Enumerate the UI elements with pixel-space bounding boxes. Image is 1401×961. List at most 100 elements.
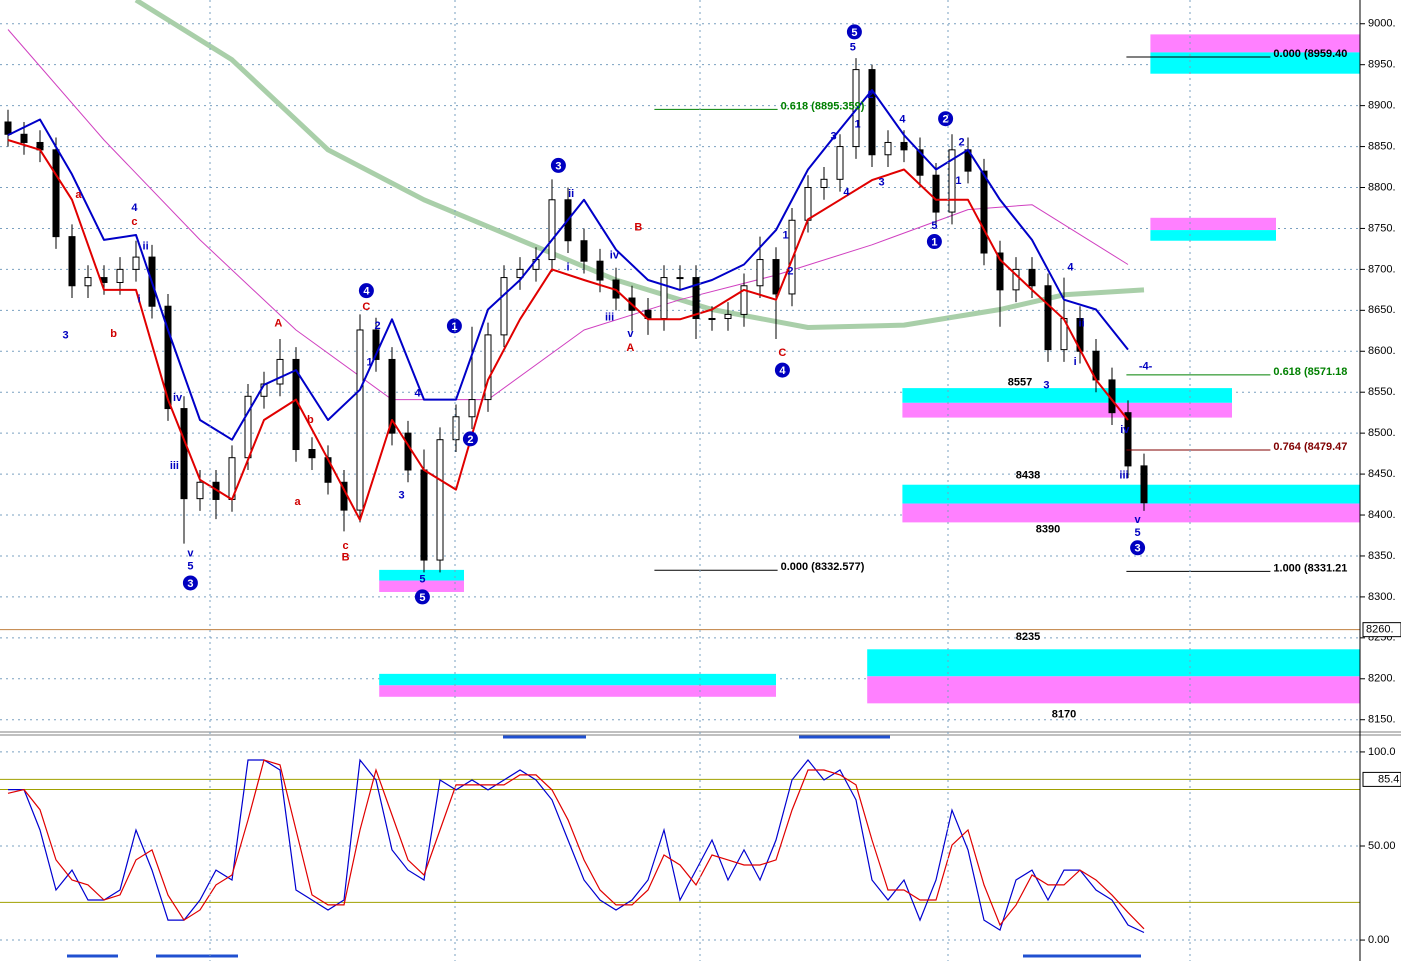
wave-label: 4 [1067,262,1074,274]
wave-label: 3 [831,131,837,143]
candle-body [900,141,908,151]
wave-label: 2 [467,434,473,446]
marker-label: 85.4 [1378,773,1399,785]
wave-label: 4 [779,365,786,377]
candle-body [676,277,684,280]
target-zone [379,685,776,697]
wave-label: a [295,496,302,508]
wave-label: 1 [955,175,961,187]
y-tick-label: 8900. [1368,100,1396,112]
candle-body [52,149,60,238]
wave-label: 1 [931,236,937,248]
wave-label: C [778,347,786,359]
candle-body [1044,285,1052,351]
marker-box [1362,771,1401,787]
indicator-line [7,139,1129,521]
target-zone [867,649,1360,677]
y-tick-label: 8950. [1368,59,1396,71]
wave-label: iii [605,312,614,324]
wave-label: 1 [783,230,789,242]
wave-label: A [626,342,634,354]
wave-label: i [566,262,569,274]
wave-label: iii [170,460,179,472]
candle-body [276,358,284,385]
candle-body [980,170,988,254]
wave-label: A [274,317,282,329]
fib-label: 0.000 (8332.577) [781,561,865,573]
wave-label: 3 [399,489,405,501]
wave-label: 8235 [1016,631,1040,643]
candle-body [708,318,716,321]
y-tick-label: 8450. [1368,468,1396,480]
wave-label: ii [568,188,574,200]
wave-label: B [634,222,642,234]
candle-body [884,141,892,156]
candle-body [772,259,780,295]
candle-body [84,277,92,287]
target-zone [902,484,1360,504]
wave-marker [462,431,478,447]
candle-body [164,305,172,410]
candle-body [804,187,812,221]
candle-body [484,334,492,401]
candle-body [68,236,76,287]
wave-label: i [138,294,141,306]
fib-label: 0.618 (8895.359) [781,100,865,112]
wave-label: iv [610,249,620,261]
candle-body [1012,268,1020,291]
wave-label: 3 [1135,543,1141,555]
wave-marker [446,318,462,334]
candle-body [20,133,28,143]
candle-body [516,268,524,279]
candle-body [468,399,476,418]
candle-body [356,329,364,511]
y-tick-label: 8800. [1368,181,1396,193]
candle-body [308,449,316,459]
wave-label: -4- [1139,361,1153,373]
candle-body [948,149,956,213]
target-zone [902,388,1232,403]
wave-label: iv [173,392,183,404]
wave-label: 2 [787,266,793,278]
candle-body [852,69,860,148]
candle-body [724,313,732,320]
candle-body [132,256,140,270]
candle-body [996,252,1004,291]
oscillator-line [7,759,1145,930]
wave-label: 8390 [1036,524,1060,536]
y-tick-label: 8850. [1368,140,1396,152]
wave-label: 5 [187,561,193,573]
wave-marker [550,157,566,173]
wave-label: 5 [1135,527,1141,539]
wave-label: b [110,328,117,340]
fib-label: 0.764 (8479.47 [1273,441,1347,453]
target-zone [902,402,1232,418]
wave-label: 2 [867,89,873,101]
y-tick-label: 8150. [1368,714,1396,726]
wave-marker [926,234,942,250]
candle-body [596,260,604,281]
wave-label: 4 [415,388,422,400]
wave-label: 5 [419,592,425,604]
candle-body [916,149,924,176]
candle-body [1124,412,1132,467]
candle-body [740,285,748,315]
indicator-line [7,29,1129,401]
y-tick-label: 8300. [1368,591,1396,603]
target-zone [379,580,464,592]
candle-body [436,439,444,561]
wave-marker [774,362,790,378]
candle-body [244,395,252,459]
wave-label: 3 [555,160,561,172]
candle-body [500,277,508,336]
candle-body [372,329,380,360]
candle-body [404,432,412,471]
wave-marker [358,283,374,299]
y-tick-label: 100.0 [1368,746,1396,758]
last-price-box [1362,622,1401,638]
wave-marker [846,24,862,40]
wave-label: iii [1119,470,1128,482]
candle-body [932,174,940,213]
